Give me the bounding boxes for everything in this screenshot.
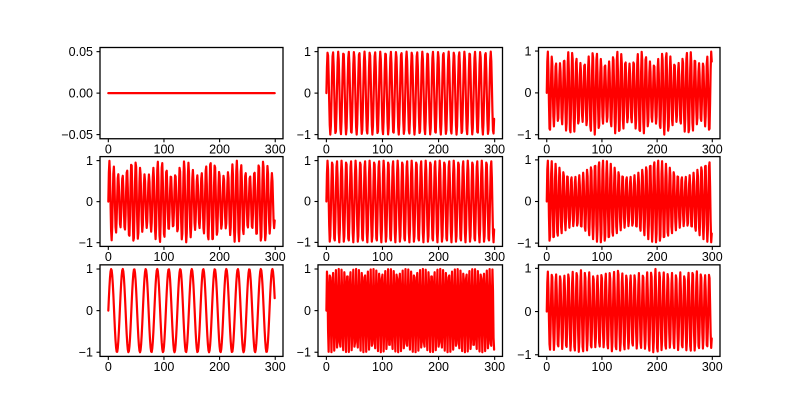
- svg-text:0: 0: [525, 305, 532, 319]
- svg-text:0: 0: [543, 142, 550, 156]
- svg-text:300: 300: [484, 142, 505, 156]
- svg-text:0: 0: [525, 86, 532, 100]
- svg-text:100: 100: [592, 250, 613, 264]
- svg-text:0: 0: [304, 195, 311, 209]
- svg-text:0: 0: [105, 250, 112, 264]
- svg-text:−1: −1: [517, 236, 531, 250]
- svg-text:0: 0: [304, 304, 311, 318]
- svg-text:300: 300: [702, 360, 723, 374]
- svg-text:0: 0: [543, 360, 550, 374]
- svg-text:0: 0: [543, 250, 550, 264]
- svg-text:0: 0: [86, 304, 93, 318]
- svg-text:−1: −1: [517, 128, 531, 142]
- svg-text:1: 1: [304, 262, 311, 276]
- svg-text:0: 0: [323, 360, 330, 374]
- svg-text:−0.05: −0.05: [61, 128, 93, 142]
- svg-text:100: 100: [154, 250, 175, 264]
- svg-text:1: 1: [86, 154, 93, 168]
- svg-text:1: 1: [525, 44, 532, 58]
- svg-text:300: 300: [702, 250, 723, 264]
- svg-text:0: 0: [323, 142, 330, 156]
- svg-text:300: 300: [265, 360, 286, 374]
- svg-text:0: 0: [304, 86, 311, 100]
- svg-text:−1: −1: [79, 345, 93, 359]
- svg-text:1: 1: [525, 153, 532, 167]
- svg-text:100: 100: [372, 142, 393, 156]
- svg-text:200: 200: [209, 250, 230, 264]
- svg-text:0.05: 0.05: [69, 45, 93, 59]
- svg-text:100: 100: [592, 360, 613, 374]
- svg-text:1: 1: [304, 154, 311, 168]
- svg-text:0.00: 0.00: [69, 86, 93, 100]
- svg-text:200: 200: [647, 142, 668, 156]
- svg-text:200: 200: [428, 142, 449, 156]
- svg-text:200: 200: [647, 250, 668, 264]
- svg-text:−1: −1: [79, 236, 93, 250]
- svg-text:−1: −1: [297, 236, 311, 250]
- svg-text:0: 0: [525, 195, 532, 209]
- svg-text:200: 200: [209, 142, 230, 156]
- svg-text:200: 200: [647, 360, 668, 374]
- svg-text:200: 200: [428, 250, 449, 264]
- svg-text:0: 0: [105, 360, 112, 374]
- svg-text:1: 1: [304, 45, 311, 59]
- svg-text:100: 100: [154, 360, 175, 374]
- svg-text:300: 300: [484, 360, 505, 374]
- svg-text:100: 100: [154, 142, 175, 156]
- svg-text:100: 100: [372, 360, 393, 374]
- svg-text:1: 1: [86, 262, 93, 276]
- svg-text:200: 200: [428, 360, 449, 374]
- svg-text:1: 1: [525, 262, 532, 276]
- svg-text:−1: −1: [517, 348, 531, 362]
- svg-text:−1: −1: [297, 345, 311, 359]
- svg-text:300: 300: [265, 250, 286, 264]
- svg-text:−1: −1: [297, 128, 311, 142]
- svg-text:300: 300: [484, 250, 505, 264]
- svg-text:200: 200: [209, 360, 230, 374]
- svg-text:0: 0: [86, 195, 93, 209]
- svg-text:100: 100: [592, 142, 613, 156]
- svg-text:0: 0: [323, 250, 330, 264]
- svg-text:100: 100: [372, 250, 393, 264]
- svg-text:300: 300: [265, 142, 286, 156]
- svg-text:300: 300: [702, 142, 723, 156]
- svg-text:0: 0: [105, 142, 112, 156]
